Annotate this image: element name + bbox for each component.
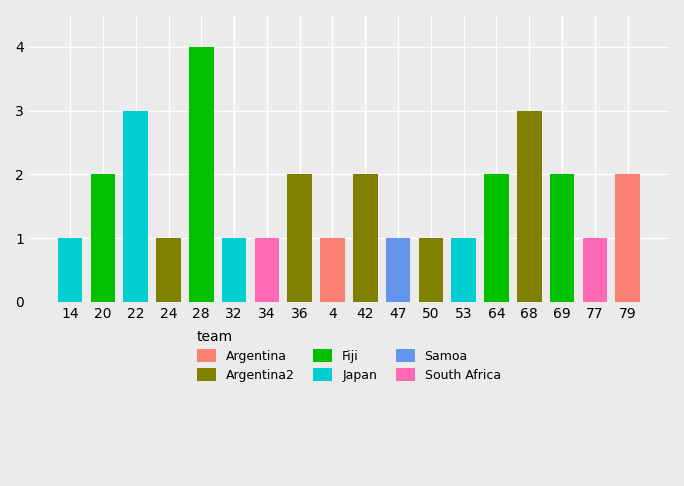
- Bar: [419, 238, 443, 302]
- Legend: Argentina, Argentina2, Fiji, Japan, Samoa, South Africa: Argentina, Argentina2, Fiji, Japan, Samo…: [197, 330, 501, 382]
- Bar: [156, 238, 181, 302]
- Bar: [353, 174, 378, 302]
- Bar: [517, 111, 542, 302]
- Bar: [91, 174, 115, 302]
- Bar: [123, 111, 148, 302]
- Bar: [58, 238, 83, 302]
- Bar: [386, 238, 410, 302]
- Bar: [451, 238, 476, 302]
- Bar: [320, 238, 345, 302]
- Bar: [254, 238, 279, 302]
- Bar: [484, 174, 509, 302]
- Bar: [222, 238, 246, 302]
- Bar: [583, 238, 607, 302]
- Bar: [287, 174, 312, 302]
- Bar: [550, 174, 575, 302]
- Bar: [616, 174, 640, 302]
- Bar: [189, 47, 213, 302]
